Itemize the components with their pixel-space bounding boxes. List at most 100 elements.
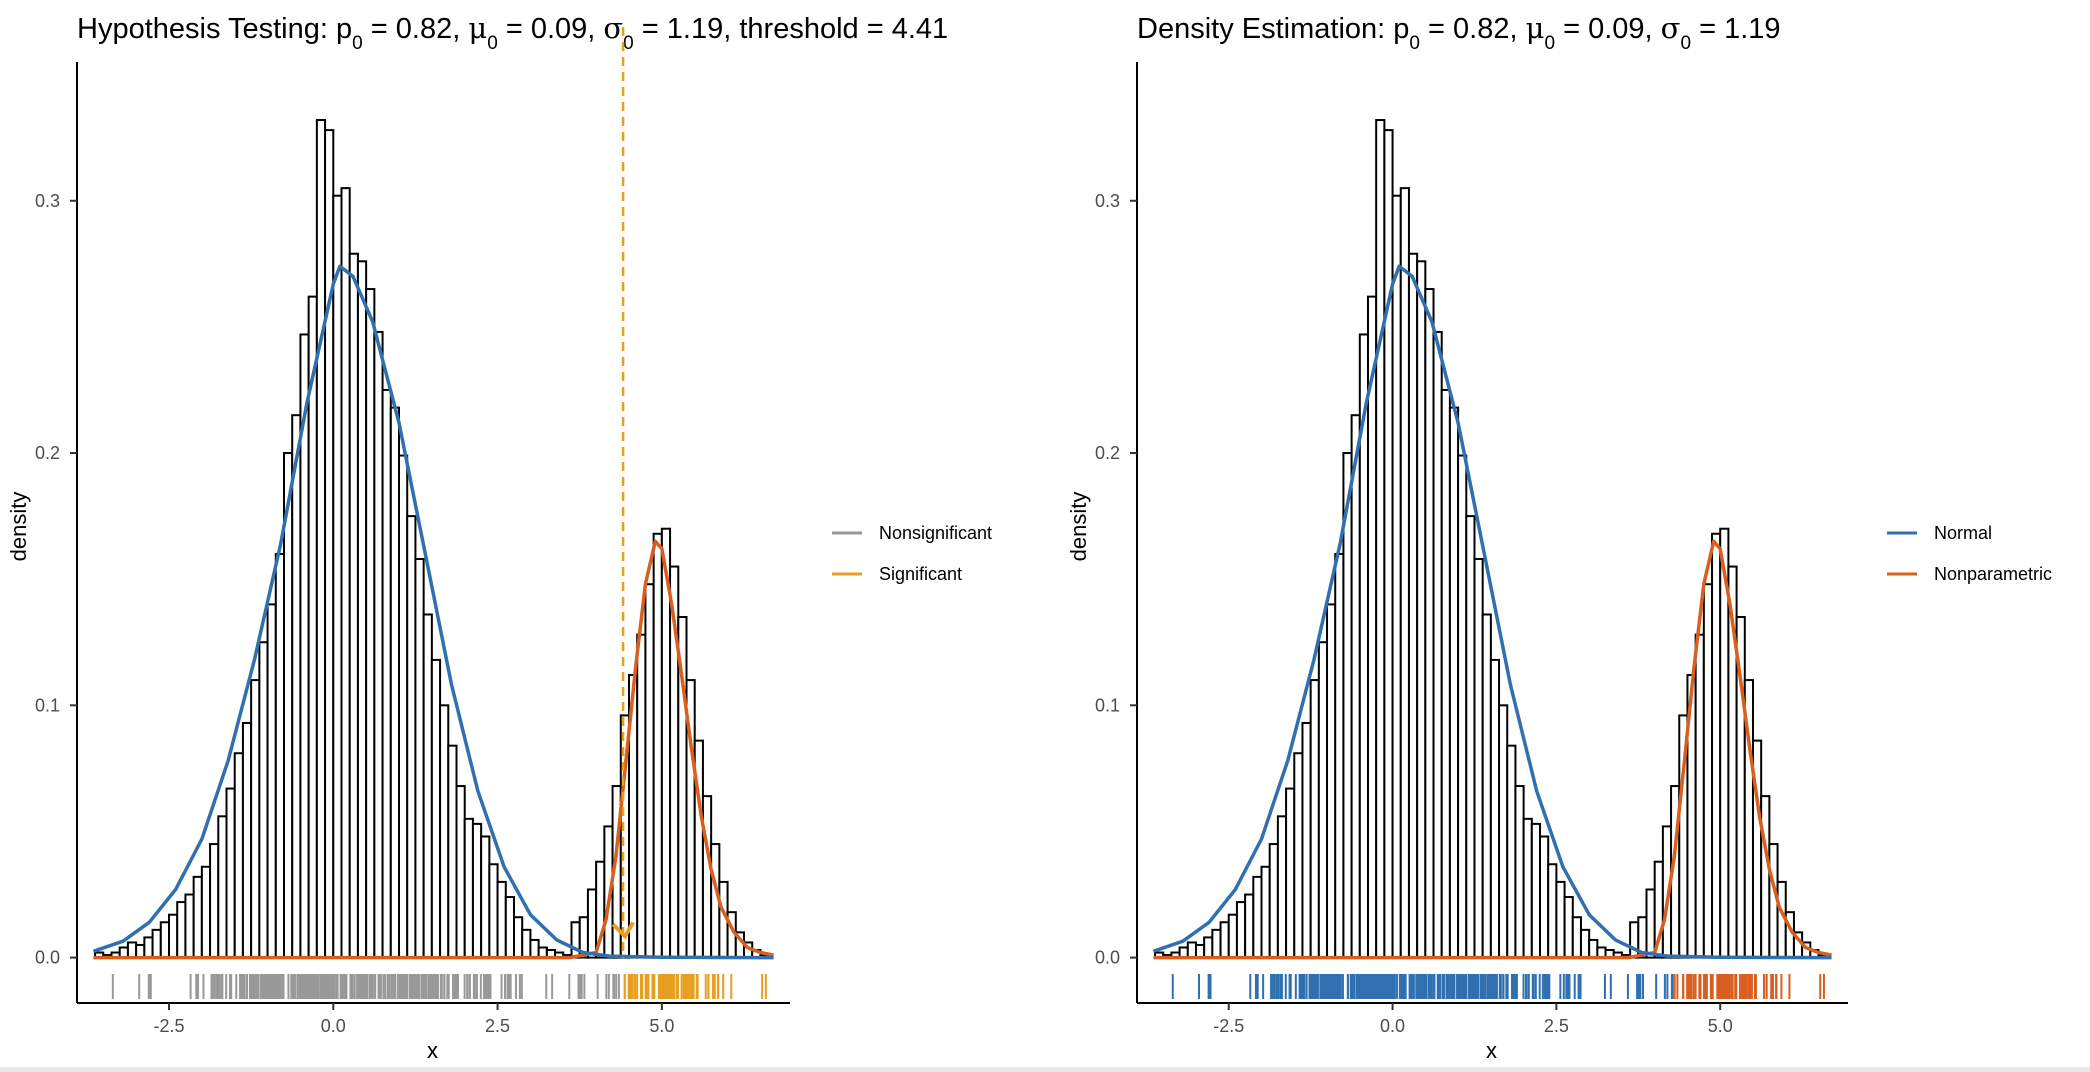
title-sigma-value: = 1.19 xyxy=(1691,13,1781,45)
title-sigma-subscript: 0 xyxy=(623,33,634,54)
title-p-value: = 0.82, xyxy=(1420,13,1526,45)
histogram-bar xyxy=(496,880,507,959)
histogram-bar xyxy=(1350,414,1361,959)
histogram-bar xyxy=(1391,194,1402,959)
x-tick-label: 0.0 xyxy=(1380,1016,1405,1036)
legend-label: Nonparametric xyxy=(1934,564,2052,584)
histogram-bar xyxy=(1375,119,1386,959)
histogram-bar xyxy=(241,721,253,959)
histogram-bar xyxy=(233,752,244,959)
histogram-bar xyxy=(168,913,179,959)
title-mu-symbol: μ xyxy=(1526,11,1545,45)
histogram-bar xyxy=(176,901,187,959)
histogram-bar xyxy=(291,414,302,959)
histogram-bar xyxy=(225,787,236,959)
histogram-bar xyxy=(1399,187,1410,959)
panel-hypothesis: Hypothesis Testing: p0 = 0.82, μ0 = 0.09… xyxy=(6,11,992,1063)
histogram-bar xyxy=(414,557,425,959)
histogram-bar xyxy=(398,454,409,959)
histogram-bar xyxy=(463,817,474,959)
legend-label: Nonsignificant xyxy=(879,523,992,543)
histogram-bar xyxy=(1203,936,1214,959)
histogram-bar xyxy=(1432,330,1443,959)
histogram-bar xyxy=(1276,815,1288,959)
title-p-symbol: p xyxy=(1393,13,1409,45)
histogram-bar xyxy=(143,936,154,959)
x-tick-label: 2.5 xyxy=(485,1016,510,1036)
histogram-bar xyxy=(1268,843,1279,959)
rug xyxy=(111,974,767,999)
y-tick-label: 0.3 xyxy=(35,191,60,211)
histogram-bar xyxy=(439,704,450,959)
histogram-bar xyxy=(1702,583,1714,959)
histogram-bar xyxy=(1383,129,1394,959)
histogram-bar xyxy=(488,863,499,959)
histogram-bar xyxy=(217,815,228,959)
y-tick-label: 0.1 xyxy=(35,695,60,715)
histogram-bar xyxy=(1588,938,1599,959)
histogram-bar xyxy=(644,583,655,959)
x-tick-label: -2.5 xyxy=(153,1016,184,1036)
histogram-bar xyxy=(381,388,392,959)
histogram-bar xyxy=(504,896,515,959)
title-p-subscript: 0 xyxy=(1409,33,1420,54)
y-tick-label: 0.0 xyxy=(35,948,60,968)
histogram-bar xyxy=(1317,641,1329,959)
x-tick-label: 5.0 xyxy=(1708,1016,1733,1036)
legend-label: Significant xyxy=(879,564,962,584)
rug xyxy=(1171,974,1825,999)
histogram-bar xyxy=(348,252,359,959)
histogram-bar xyxy=(471,822,483,959)
histogram-bar xyxy=(1465,515,1476,959)
histogram-bar xyxy=(1457,454,1468,959)
title-mu-value: = 0.09, xyxy=(498,13,604,45)
histogram-bar xyxy=(1416,260,1427,959)
histogram-bar xyxy=(1440,388,1451,959)
title-p-value: = 0.82, xyxy=(363,13,469,45)
nonparametric-curve xyxy=(1153,539,1832,960)
histogram-bar xyxy=(701,795,713,959)
histogram-bar xyxy=(1473,557,1484,959)
histogram-bar xyxy=(1481,613,1492,959)
histogram-bar xyxy=(365,288,376,959)
histogram-bar xyxy=(652,532,663,959)
x-axis-title: x xyxy=(427,1038,438,1063)
histogram-bar xyxy=(422,613,433,959)
histogram-bar xyxy=(1629,921,1640,959)
y-axis-title: density xyxy=(6,492,31,562)
histogram xyxy=(1154,119,1828,959)
y-tick-label: 0.0 xyxy=(1095,948,1120,968)
histogram-bar xyxy=(447,744,458,959)
y-tick-label: 0.3 xyxy=(1095,191,1120,211)
histogram-bar xyxy=(1285,787,1296,959)
histogram-bar xyxy=(151,928,162,959)
title-mu-subscript: 0 xyxy=(1544,33,1555,54)
histogram-bar xyxy=(1194,943,1206,959)
x-tick-label: 2.5 xyxy=(1544,1016,1569,1036)
histogram-bar xyxy=(258,641,269,959)
histogram-bar xyxy=(586,888,598,959)
title-mu-symbol: μ xyxy=(468,11,487,45)
histogram-bar xyxy=(1571,916,1582,959)
histogram-bar xyxy=(1186,941,1197,959)
threshold-marker xyxy=(611,921,635,940)
legend: Nonsignificant Significant xyxy=(832,523,992,584)
histogram-bar xyxy=(324,129,335,959)
histogram-bar xyxy=(250,679,261,959)
histogram-bar xyxy=(1506,744,1517,959)
histogram-bar xyxy=(1522,817,1533,959)
x-tick-label: 0.0 xyxy=(321,1016,346,1036)
histogram-bar xyxy=(1555,880,1566,959)
histogram-bar xyxy=(406,515,417,959)
title-lead: Density Estimation: xyxy=(1137,13,1393,45)
histogram-bar xyxy=(389,406,400,959)
title-sigma-subscript: 0 xyxy=(1680,33,1691,54)
histogram-bar xyxy=(521,928,532,959)
histogram-bar xyxy=(570,921,581,959)
histogram-bar xyxy=(184,893,195,959)
legend-label: Normal xyxy=(1934,523,1992,543)
histogram-bar xyxy=(1760,795,1771,959)
chart-title: Hypothesis Testing: p0 = 0.82, μ0 = 0.09… xyxy=(77,11,948,54)
histogram-bar xyxy=(1219,921,1230,959)
normal-curve xyxy=(1152,264,1832,960)
